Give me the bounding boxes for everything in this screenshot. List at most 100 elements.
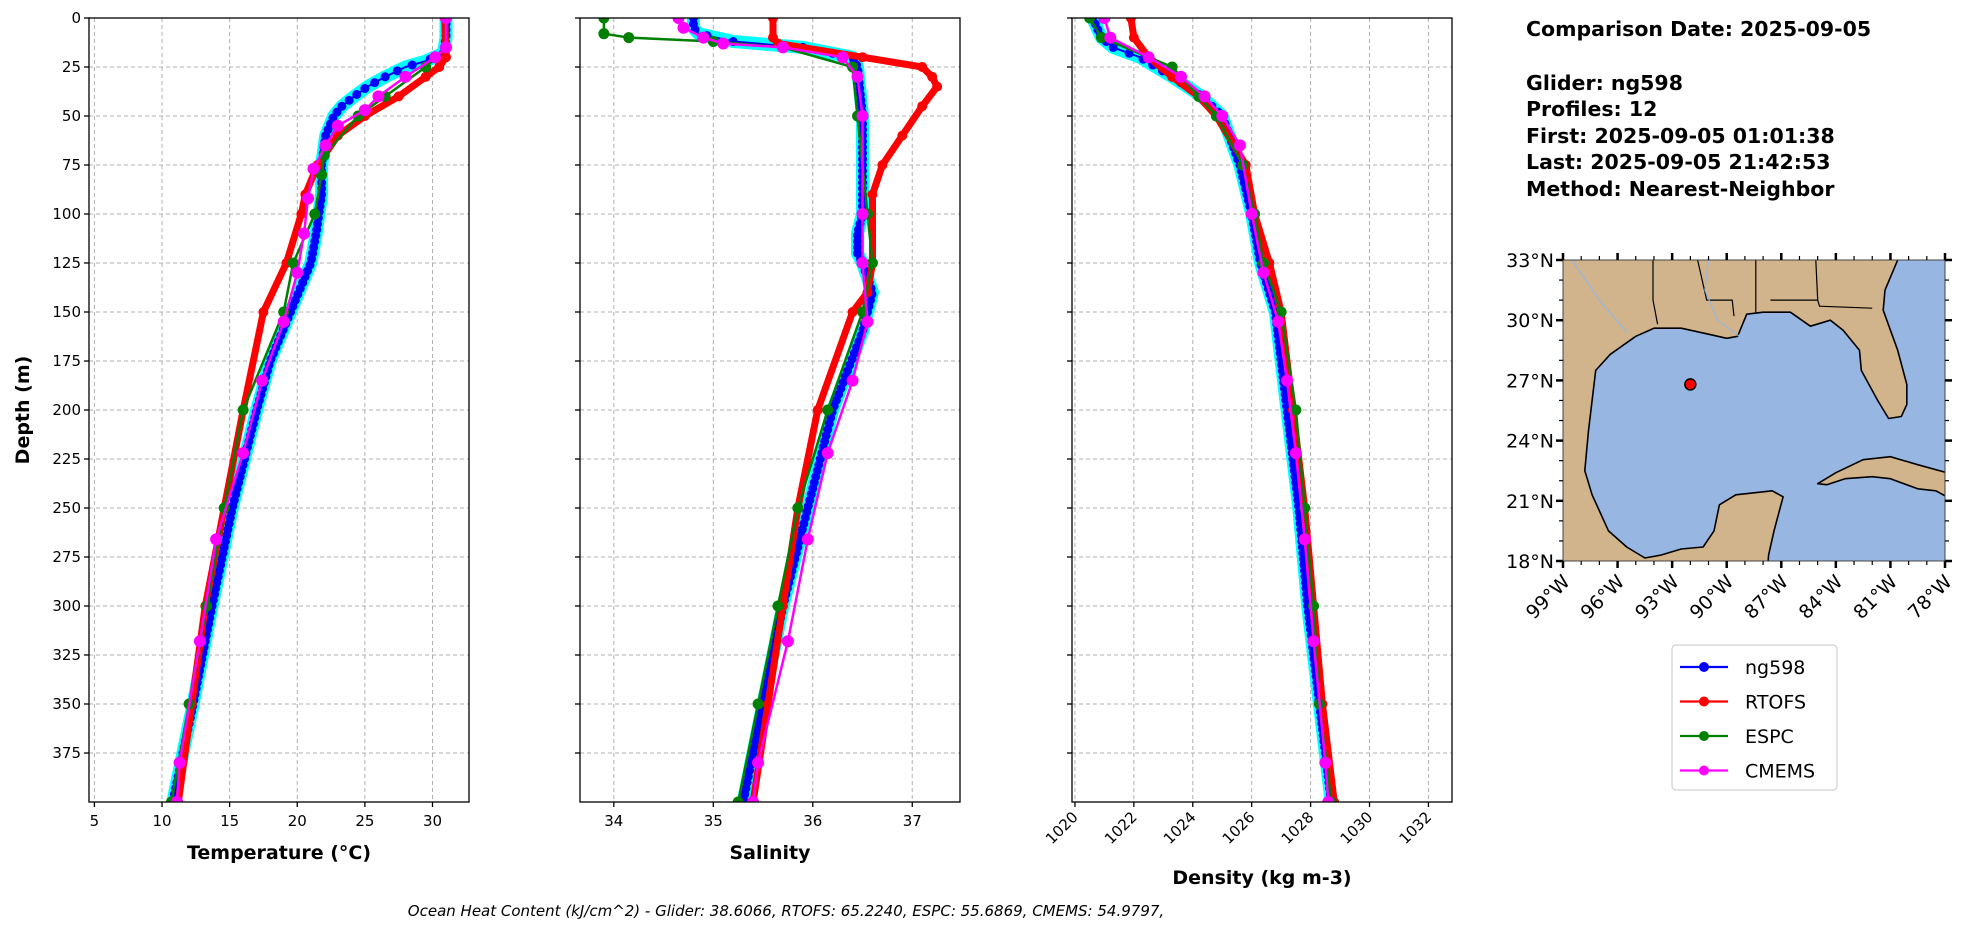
first-time: First: 2025-09-05 01:01:38 — [1526, 124, 1835, 148]
lon-tick-label: 90°W — [1686, 571, 1739, 624]
data-point — [1198, 90, 1211, 103]
last-time: Last: 2025-09-05 21:42:53 — [1526, 150, 1830, 174]
data-point — [258, 307, 269, 317]
data-point — [801, 533, 814, 546]
data-point — [277, 315, 290, 328]
river — [1704, 260, 1740, 337]
depth-axis-label: Depth (m) — [12, 356, 34, 465]
salinity-axis-label: Salinity — [729, 842, 811, 864]
data-point — [1098, 18, 1111, 24]
legend-label: ng598 — [1745, 657, 1805, 679]
legend: ng598 RTOFS ESPC CMEMS — [1671, 644, 1838, 791]
river — [1571, 260, 1628, 333]
data-point — [399, 70, 412, 83]
data-point — [441, 52, 452, 63]
data-point — [927, 71, 938, 82]
data-point — [866, 257, 878, 269]
data-point — [623, 32, 635, 44]
legend-item-espc: ESPC — [1680, 726, 1794, 748]
data-point — [291, 266, 304, 279]
data-point — [1142, 51, 1155, 64]
plot-frame — [88, 17, 470, 803]
data-point — [1272, 315, 1285, 328]
y-tick-label: 300 — [52, 597, 81, 615]
data-point — [1281, 374, 1294, 387]
lon-tick-label: 93°W — [1631, 571, 1684, 624]
profile-panel-2: 1020 1022 1024 1026 1028 1030 1032 — [1042, 17, 1453, 848]
data-point — [1307, 635, 1320, 648]
info-block: Comparison Date: 2025-09-05 Glider: ng59… — [1526, 17, 1871, 201]
x-tick-label: 1026 — [1219, 808, 1259, 848]
x-tick-label: 25 — [355, 812, 374, 830]
lon-tick-label: 96°W — [1576, 571, 1629, 624]
y-tick-label: 325 — [52, 646, 81, 664]
data-point — [846, 374, 859, 387]
data-point — [1245, 208, 1258, 220]
data-point — [821, 447, 834, 460]
data-point — [358, 104, 371, 117]
data-point — [1275, 306, 1287, 318]
x-tick-label: 10 — [152, 812, 171, 830]
map-features — [1563, 260, 1945, 561]
data-point — [316, 169, 328, 181]
data-point — [380, 72, 390, 82]
data-point — [237, 447, 250, 460]
x-tick-label: 1020 — [1042, 808, 1082, 848]
data-point — [1257, 266, 1270, 279]
data-point — [677, 21, 690, 34]
data-point — [856, 110, 869, 122]
legend-label: RTOFS — [1745, 692, 1806, 714]
x-tick-label: 20 — [288, 812, 307, 830]
data-point — [309, 208, 321, 220]
data-point — [1233, 139, 1246, 152]
data-point — [767, 18, 778, 23]
data-point — [1216, 110, 1229, 122]
data-point — [857, 52, 868, 63]
data-point — [812, 405, 823, 415]
y-tick-label: 50 — [62, 107, 81, 125]
data-point — [307, 162, 320, 175]
data-point — [440, 41, 453, 54]
profile-panel-0: 0 25 50 75 100 125 150 175 200 225 250 275 300 325 350… — [52, 9, 470, 830]
y-tick-label: 75 — [62, 156, 81, 174]
temperature-axis-label: Temperature (°C) — [187, 842, 371, 864]
x-tick-label: 5 — [90, 812, 100, 830]
data-point — [296, 209, 307, 219]
data-point — [440, 18, 453, 24]
data-point — [772, 600, 784, 612]
data-point — [287, 257, 299, 269]
lon-tick-label: 87°W — [1740, 571, 1793, 624]
data-point — [370, 78, 380, 88]
data-point — [822, 404, 834, 416]
data-point — [256, 374, 269, 387]
state-border — [1652, 260, 1659, 325]
lon-tick-label: 81°W — [1849, 571, 1902, 624]
data-point — [1298, 533, 1311, 546]
data-point — [407, 60, 417, 70]
data-point — [867, 189, 878, 200]
data-point — [752, 698, 764, 710]
data-point — [877, 160, 888, 170]
data-point — [1174, 70, 1187, 83]
series-cmems — [672, 18, 874, 802]
data-point — [434, 62, 445, 72]
y-tick-label: 25 — [62, 58, 81, 76]
data-point — [298, 227, 311, 240]
y-tick-label: 0 — [71, 9, 81, 27]
lon-tick-label: 99°W — [1522, 571, 1575, 624]
plot-frame — [1071, 17, 1453, 803]
profile-count: Profiles: 12 — [1526, 97, 1657, 121]
data-point — [732, 796, 744, 802]
x-tick-label: 1024 — [1160, 808, 1200, 848]
y-tick-label: 250 — [52, 499, 81, 517]
data-point — [598, 18, 610, 24]
land-cuba — [1816, 455, 1945, 497]
data-point — [392, 66, 402, 76]
plot-frame — [579, 17, 961, 803]
data-point — [1289, 447, 1302, 460]
lon-tick-label: 84°W — [1795, 571, 1848, 624]
legend-marker — [1699, 731, 1709, 741]
plot-area — [598, 18, 943, 802]
profile-panels: 0 25 50 75 100 125 150 175 200 225 250 275 300 325 350… — [52, 9, 1453, 848]
y-tick-label: 175 — [52, 352, 81, 370]
